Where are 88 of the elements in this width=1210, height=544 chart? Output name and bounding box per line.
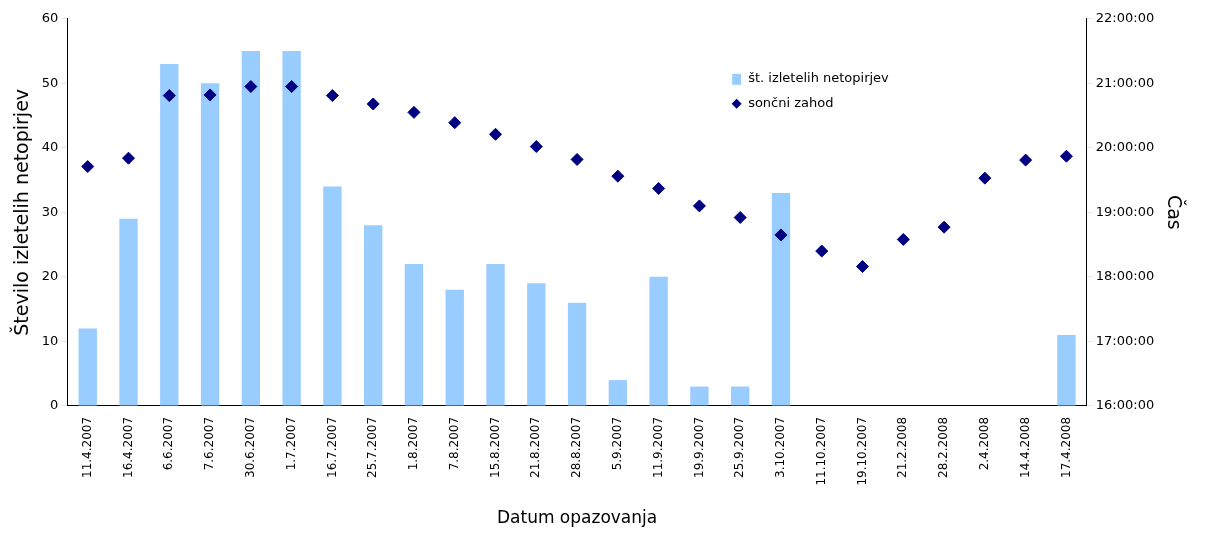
bar <box>364 225 383 406</box>
bar <box>119 218 138 406</box>
legend-label: št. izletelih netopirjev <box>748 70 890 86</box>
point <box>529 140 543 154</box>
y-tick-label: 60 <box>41 10 59 26</box>
x-tick-label: 14.4.2008 <box>1017 416 1032 478</box>
x-tick-label: 16.4.2007 <box>120 416 135 478</box>
y2-tick-label: 19:00:00 <box>1095 203 1155 219</box>
legend-label: sončni zahod <box>748 95 834 111</box>
point <box>937 220 951 234</box>
point <box>162 89 176 103</box>
x-tick-label: 11.4.2007 <box>79 416 94 478</box>
point <box>570 152 584 166</box>
y-tick-label: 30 <box>41 203 59 219</box>
bar <box>731 386 750 406</box>
y-tick-label: 10 <box>41 332 59 348</box>
x-tick-label: 28.8.2007 <box>569 416 584 478</box>
point <box>896 232 910 246</box>
x-tick-label: 15.8.2007 <box>487 416 502 478</box>
y-tick-label: 50 <box>41 74 59 90</box>
x-tick-label: 28.2.2008 <box>936 416 951 478</box>
x-tick-label: 25.7.2007 <box>365 416 380 478</box>
x-axis-title: Datum opazovanja <box>496 507 658 528</box>
y2-tick-label: 22:00:00 <box>1095 10 1155 26</box>
x-tick-label: 11.9.2007 <box>650 416 665 478</box>
point <box>733 211 747 225</box>
bar <box>486 263 505 406</box>
bar <box>771 192 791 406</box>
x-tick-label: 5.9.2007 <box>609 416 624 471</box>
x-tick-label: 21.2.2008 <box>895 416 910 478</box>
point <box>407 105 421 119</box>
bar <box>323 186 342 406</box>
point <box>122 151 136 165</box>
y2-axis-title: Čas <box>1163 194 1187 230</box>
bar <box>282 51 301 406</box>
x-tick-label: 7.8.2007 <box>446 416 461 471</box>
x-tick-label: 6.6.2007 <box>161 416 176 471</box>
bar <box>200 83 220 406</box>
x-tick-label: 7.6.2007 <box>202 416 217 471</box>
y2-tick-label: 17:00:00 <box>1095 332 1155 348</box>
bar <box>608 380 628 406</box>
bar <box>649 276 668 406</box>
point <box>366 97 380 111</box>
point <box>81 160 95 174</box>
point <box>285 80 299 94</box>
bar <box>78 328 97 406</box>
y2-tick-label: 21:00:00 <box>1095 74 1155 90</box>
x-tick-label: 16.7.2007 <box>324 416 339 478</box>
y2-tick-label: 20:00:00 <box>1095 139 1155 155</box>
bar <box>567 302 587 406</box>
x-tick-label: 3.10.2007 <box>773 416 788 478</box>
point <box>203 88 217 102</box>
point <box>448 116 462 130</box>
point <box>1019 153 1033 167</box>
x-tick-label: 19.10.2007 <box>854 416 869 486</box>
point <box>815 244 829 258</box>
x-tick-label: 2.4.2008 <box>976 416 991 471</box>
y-tick-label: 20 <box>41 268 59 284</box>
x-tick-label: 17.4.2008 <box>1058 416 1073 478</box>
x-tick-label: 11.10.2007 <box>813 416 828 486</box>
point <box>489 127 503 141</box>
y-tick-label: 0 <box>50 397 59 413</box>
point <box>978 171 992 185</box>
x-tick-label: 21.8.2007 <box>528 416 543 478</box>
bar <box>241 51 261 406</box>
x-tick-label: 19.9.2007 <box>691 416 706 478</box>
point <box>1059 149 1073 163</box>
point <box>856 260 870 274</box>
bar <box>1057 334 1076 406</box>
point <box>652 181 666 195</box>
point <box>611 169 625 183</box>
bar <box>527 283 546 406</box>
bar <box>160 63 179 406</box>
x-tick-label: 1.7.2007 <box>283 416 298 471</box>
y-tick-label: 40 <box>41 139 59 155</box>
x-tick-label: 30.6.2007 <box>242 416 257 478</box>
point <box>244 80 258 94</box>
bar <box>690 386 709 406</box>
x-tick-label: 25.9.2007 <box>732 416 747 478</box>
bar <box>404 263 424 406</box>
y2-tick-label: 16:00:00 <box>1095 397 1155 413</box>
y-axis-title: Število izletelih netopirjev <box>9 88 33 336</box>
point <box>774 228 788 242</box>
bar <box>445 289 464 406</box>
y2-tick-label: 18:00:00 <box>1095 268 1155 284</box>
x-tick-label: 1.8.2007 <box>406 416 421 471</box>
point <box>692 199 706 213</box>
point <box>325 89 339 103</box>
